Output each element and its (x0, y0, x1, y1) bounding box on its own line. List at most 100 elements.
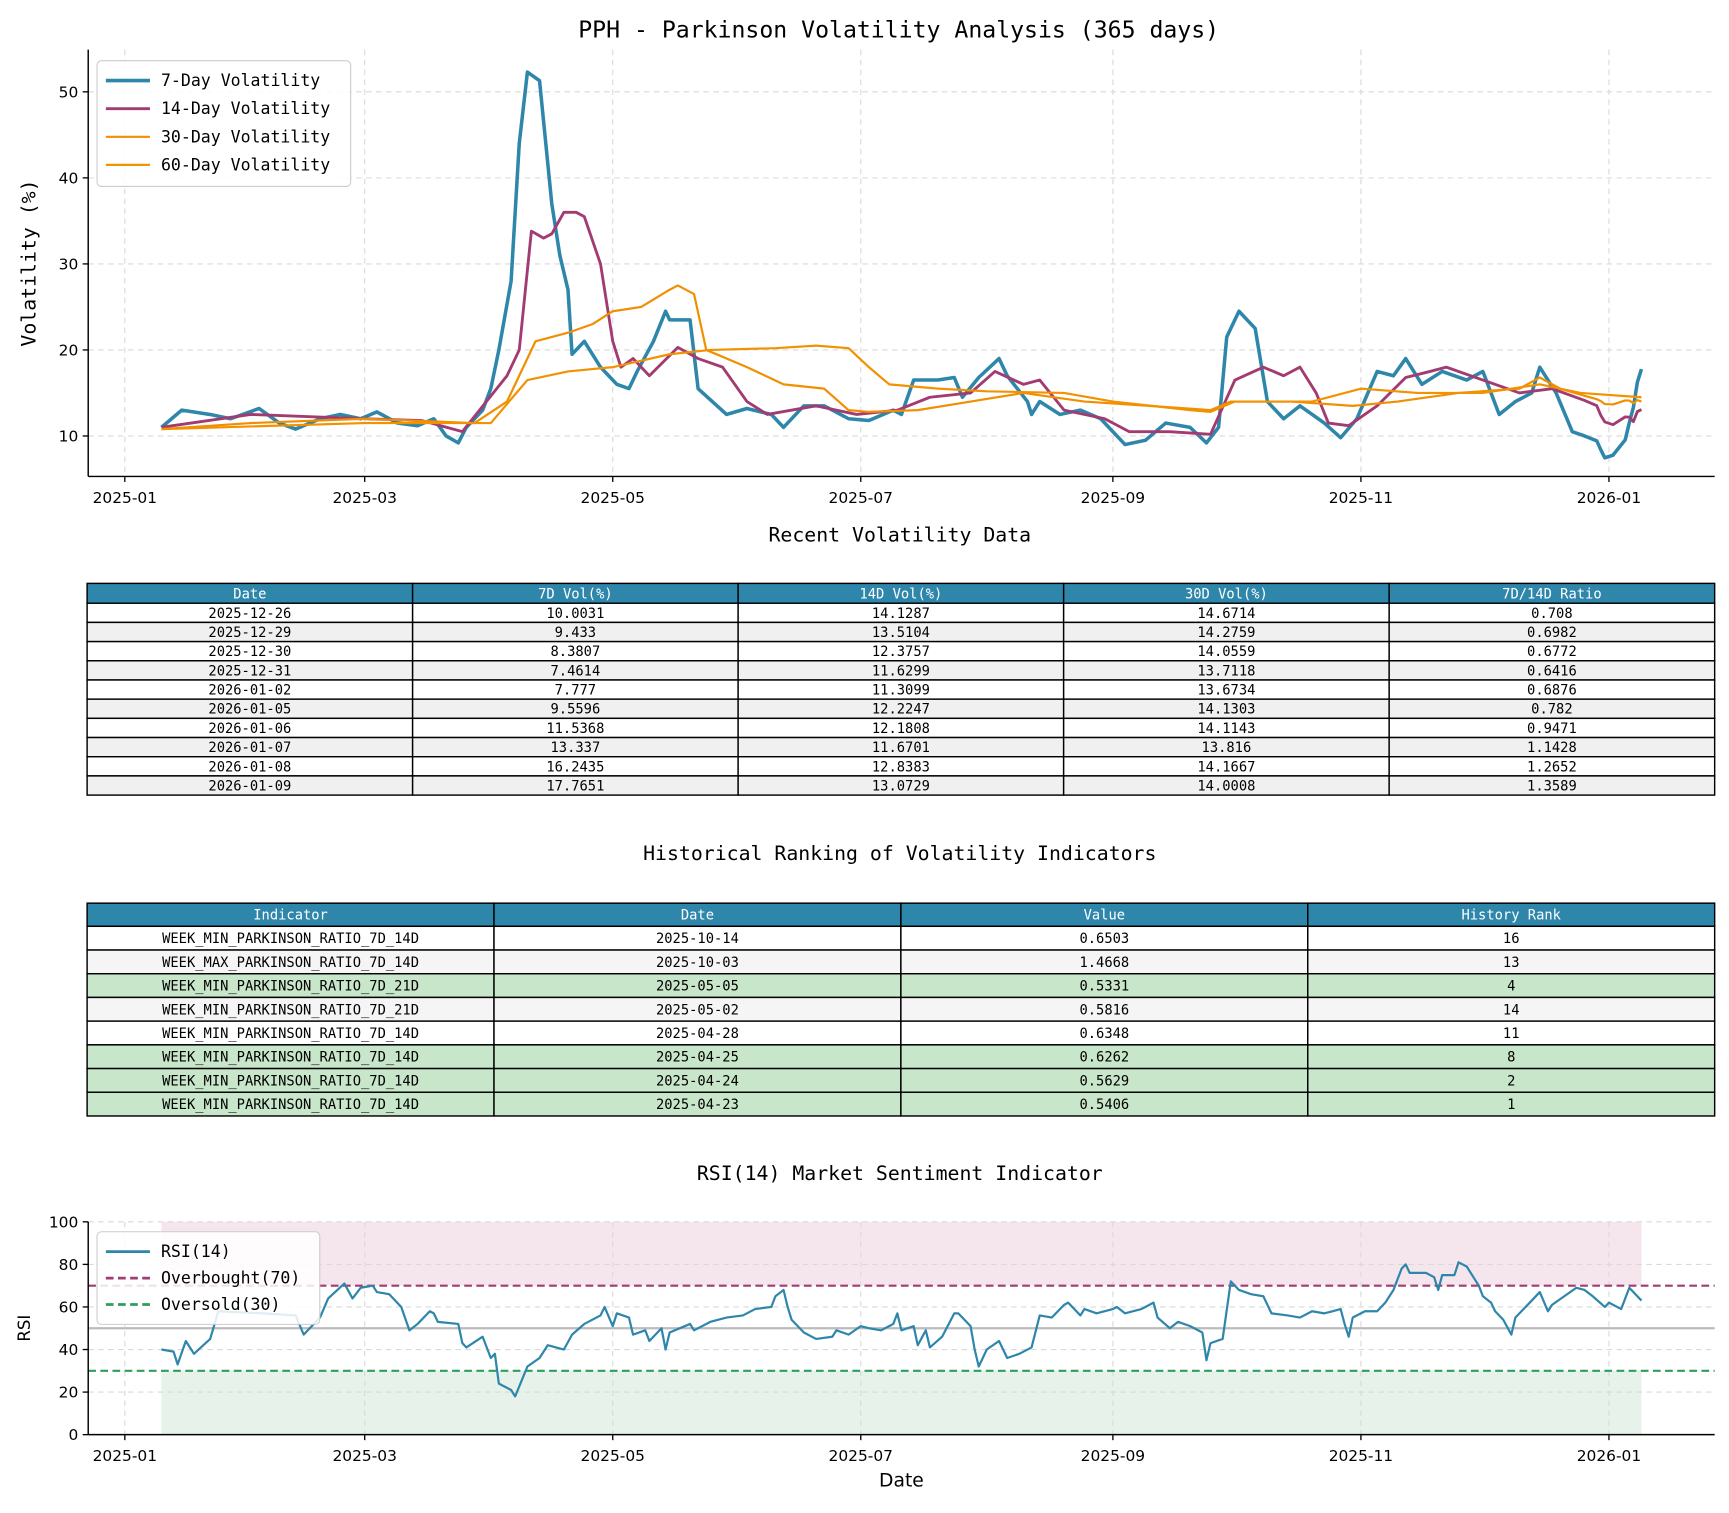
ranking-table: Indicator Date Value History Rank WEEK_MIN_P… (86, 902, 1716, 1117)
x-tick-label: 2025-01 (93, 489, 157, 507)
y-tick-label: 100 (49, 1213, 78, 1231)
cell-text: 2025-12-29 (208, 625, 291, 641)
cell-text: 11.3099 (872, 683, 930, 699)
cell-text: 2025-12-31 (208, 663, 291, 679)
cell-text: 2026-01-05 (208, 702, 291, 718)
y-tick-label: 40 (59, 169, 79, 187)
cell-text: 14 (1503, 1002, 1520, 1018)
table-cell (1388, 775, 1716, 796)
column-header: 7D Vol(%) (538, 586, 613, 602)
cell-text: 14.1143 (1197, 721, 1255, 737)
legend-label: 7-Day Volatility (161, 71, 320, 90)
cell-text: 13.5104 (872, 625, 930, 641)
volatility-chart: 2025-01 2025-03 2025-05 2025-07 2025-09 2025-… (17, 49, 1715, 507)
x-tick-label: 2025-05 (581, 489, 645, 507)
cell-text: 2025-04-24 (656, 1073, 739, 1089)
cell-text: 2025-04-28 (656, 1026, 739, 1042)
column-header: 14D Vol(%) (859, 586, 942, 602)
ranking-table-title: Historical Ranking of Volatility Indicat… (643, 842, 1156, 865)
cell-text: 7.777 (555, 683, 596, 699)
legend-label: Overbought(70) (161, 1269, 300, 1288)
cell-text: 0.5629 (1079, 1073, 1129, 1089)
cell-text: 16 (1503, 931, 1520, 947)
cell-text: 14.1667 (1197, 759, 1255, 775)
y-tick-label: 80 (59, 1256, 79, 1274)
x-tick-label: 2025-11 (1329, 1447, 1393, 1465)
cell-text: 0.5816 (1079, 1002, 1129, 1018)
x-tick-label: 2026-01 (1577, 489, 1641, 507)
cell-text: 8 (1507, 1050, 1515, 1066)
x-tick-label: 2025-03 (332, 489, 396, 507)
cell-text: 1.4668 (1079, 955, 1129, 971)
legend-label: 14-Day Volatility (161, 99, 330, 118)
cell-text: 2025-12-26 (208, 606, 291, 622)
cell-text: 2026-01-08 (208, 759, 291, 775)
rsi-chart: 2025-01 2025-03 2025-05 2025-07 2025-09 2025-… (15, 1213, 1715, 1491)
cell-text: 14.6714 (1197, 606, 1255, 622)
column-header: Date (681, 908, 714, 924)
rsi-chart-title: RSI(14) Market Sentiment Indicator (697, 1162, 1103, 1185)
legend-label: RSI(14) (161, 1242, 231, 1261)
column-header: 30D Vol(%) (1185, 586, 1268, 602)
cell-text: 11.6299 (872, 663, 930, 679)
cell-text: 2026-01-09 (208, 778, 291, 794)
cell-text: 0.5406 (1079, 1097, 1129, 1113)
y-tick-label: 20 (59, 1384, 79, 1402)
cell-text: 12.3757 (872, 644, 930, 660)
cell-text: 1 (1507, 1097, 1515, 1113)
oversold-zone (161, 1370, 1642, 1435)
x-axis-label: Date (879, 1470, 924, 1491)
cell-text: 0.782 (1531, 702, 1572, 718)
cell-text: 14.1303 (1197, 702, 1255, 718)
y-axis-label: Volatility (%) (17, 179, 40, 346)
x-tick-label: 2025-11 (1329, 489, 1393, 507)
cell-text: 0.9471 (1527, 721, 1577, 737)
cell-text: 0.6503 (1079, 931, 1129, 947)
y-tick-label: 0 (68, 1426, 78, 1444)
cell-text: 2025-05-05 (656, 979, 739, 995)
cell-text: 12.8383 (872, 759, 930, 775)
cell-text: 13.6734 (1197, 683, 1255, 699)
column-header: Date (233, 586, 266, 602)
cell-text: 9.5596 (551, 702, 601, 718)
cell-text: 1.2652 (1527, 759, 1577, 775)
cell-text: 9.433 (555, 625, 596, 641)
cell-text: 0.5331 (1079, 979, 1129, 995)
cell-text: WEEK_MIN_PARKINSON_RATIO_7D_21D (162, 1002, 419, 1018)
cell-text: 0.6772 (1527, 644, 1577, 660)
cell-text: 10.0031 (546, 606, 604, 622)
x-tick-label: 2025-01 (93, 1447, 157, 1465)
cell-text: WEEK_MIN_PARKINSON_RATIO_7D_14D (162, 931, 419, 947)
cell-text: 0.6262 (1079, 1050, 1129, 1066)
overbought-zone (161, 1221, 1642, 1286)
cell-text: WEEK_MAX_PARKINSON_RATIO_7D_14D (162, 955, 419, 971)
cell-text: WEEK_MIN_PARKINSON_RATIO_7D_14D (162, 1097, 419, 1113)
cell-text: 2025-10-14 (656, 931, 739, 947)
recent-volatility-table: Date 7D Vol(%) 14D Vol(%) 30D Vol(%) 7D/14D … (86, 582, 1716, 796)
cell-text: 7.4614 (551, 663, 601, 679)
cell-text: 2025-04-25 (656, 1050, 739, 1066)
cell-text: 0.6416 (1527, 663, 1577, 679)
cell-text: 8.3807 (551, 644, 601, 660)
cell-text: 13.816 (1202, 740, 1252, 756)
legend-label: 60-Day Volatility (161, 155, 330, 174)
column-header: 7D/14D Ratio (1502, 586, 1601, 602)
y-tick-label: 40 (59, 1341, 79, 1359)
cell-text: 0.6876 (1527, 683, 1577, 699)
14-day-volatility-line (161, 210, 1643, 436)
cell-text: 0.6348 (1079, 1026, 1129, 1042)
cell-text: 0.708 (1531, 606, 1572, 622)
x-tick-label: 2025-09 (1081, 489, 1145, 507)
cell-text: 0.6982 (1527, 625, 1577, 641)
x-tick-label: 2025-09 (1081, 1447, 1145, 1465)
x-tick-label: 2025-07 (829, 1447, 893, 1465)
cell-text: 14.0008 (1197, 778, 1255, 794)
legend-label: 30-Day Volatility (161, 127, 330, 146)
y-axis-label: RSI (15, 1315, 34, 1342)
x-tick-label: 2025-07 (829, 489, 893, 507)
cell-text: 2026-01-02 (208, 683, 291, 699)
x-tick-label: 2025-05 (581, 1447, 645, 1465)
cell-text: 14.2759 (1197, 625, 1255, 641)
column-header: Value (1084, 908, 1125, 924)
x-tick-label: 2025-03 (332, 1447, 396, 1465)
